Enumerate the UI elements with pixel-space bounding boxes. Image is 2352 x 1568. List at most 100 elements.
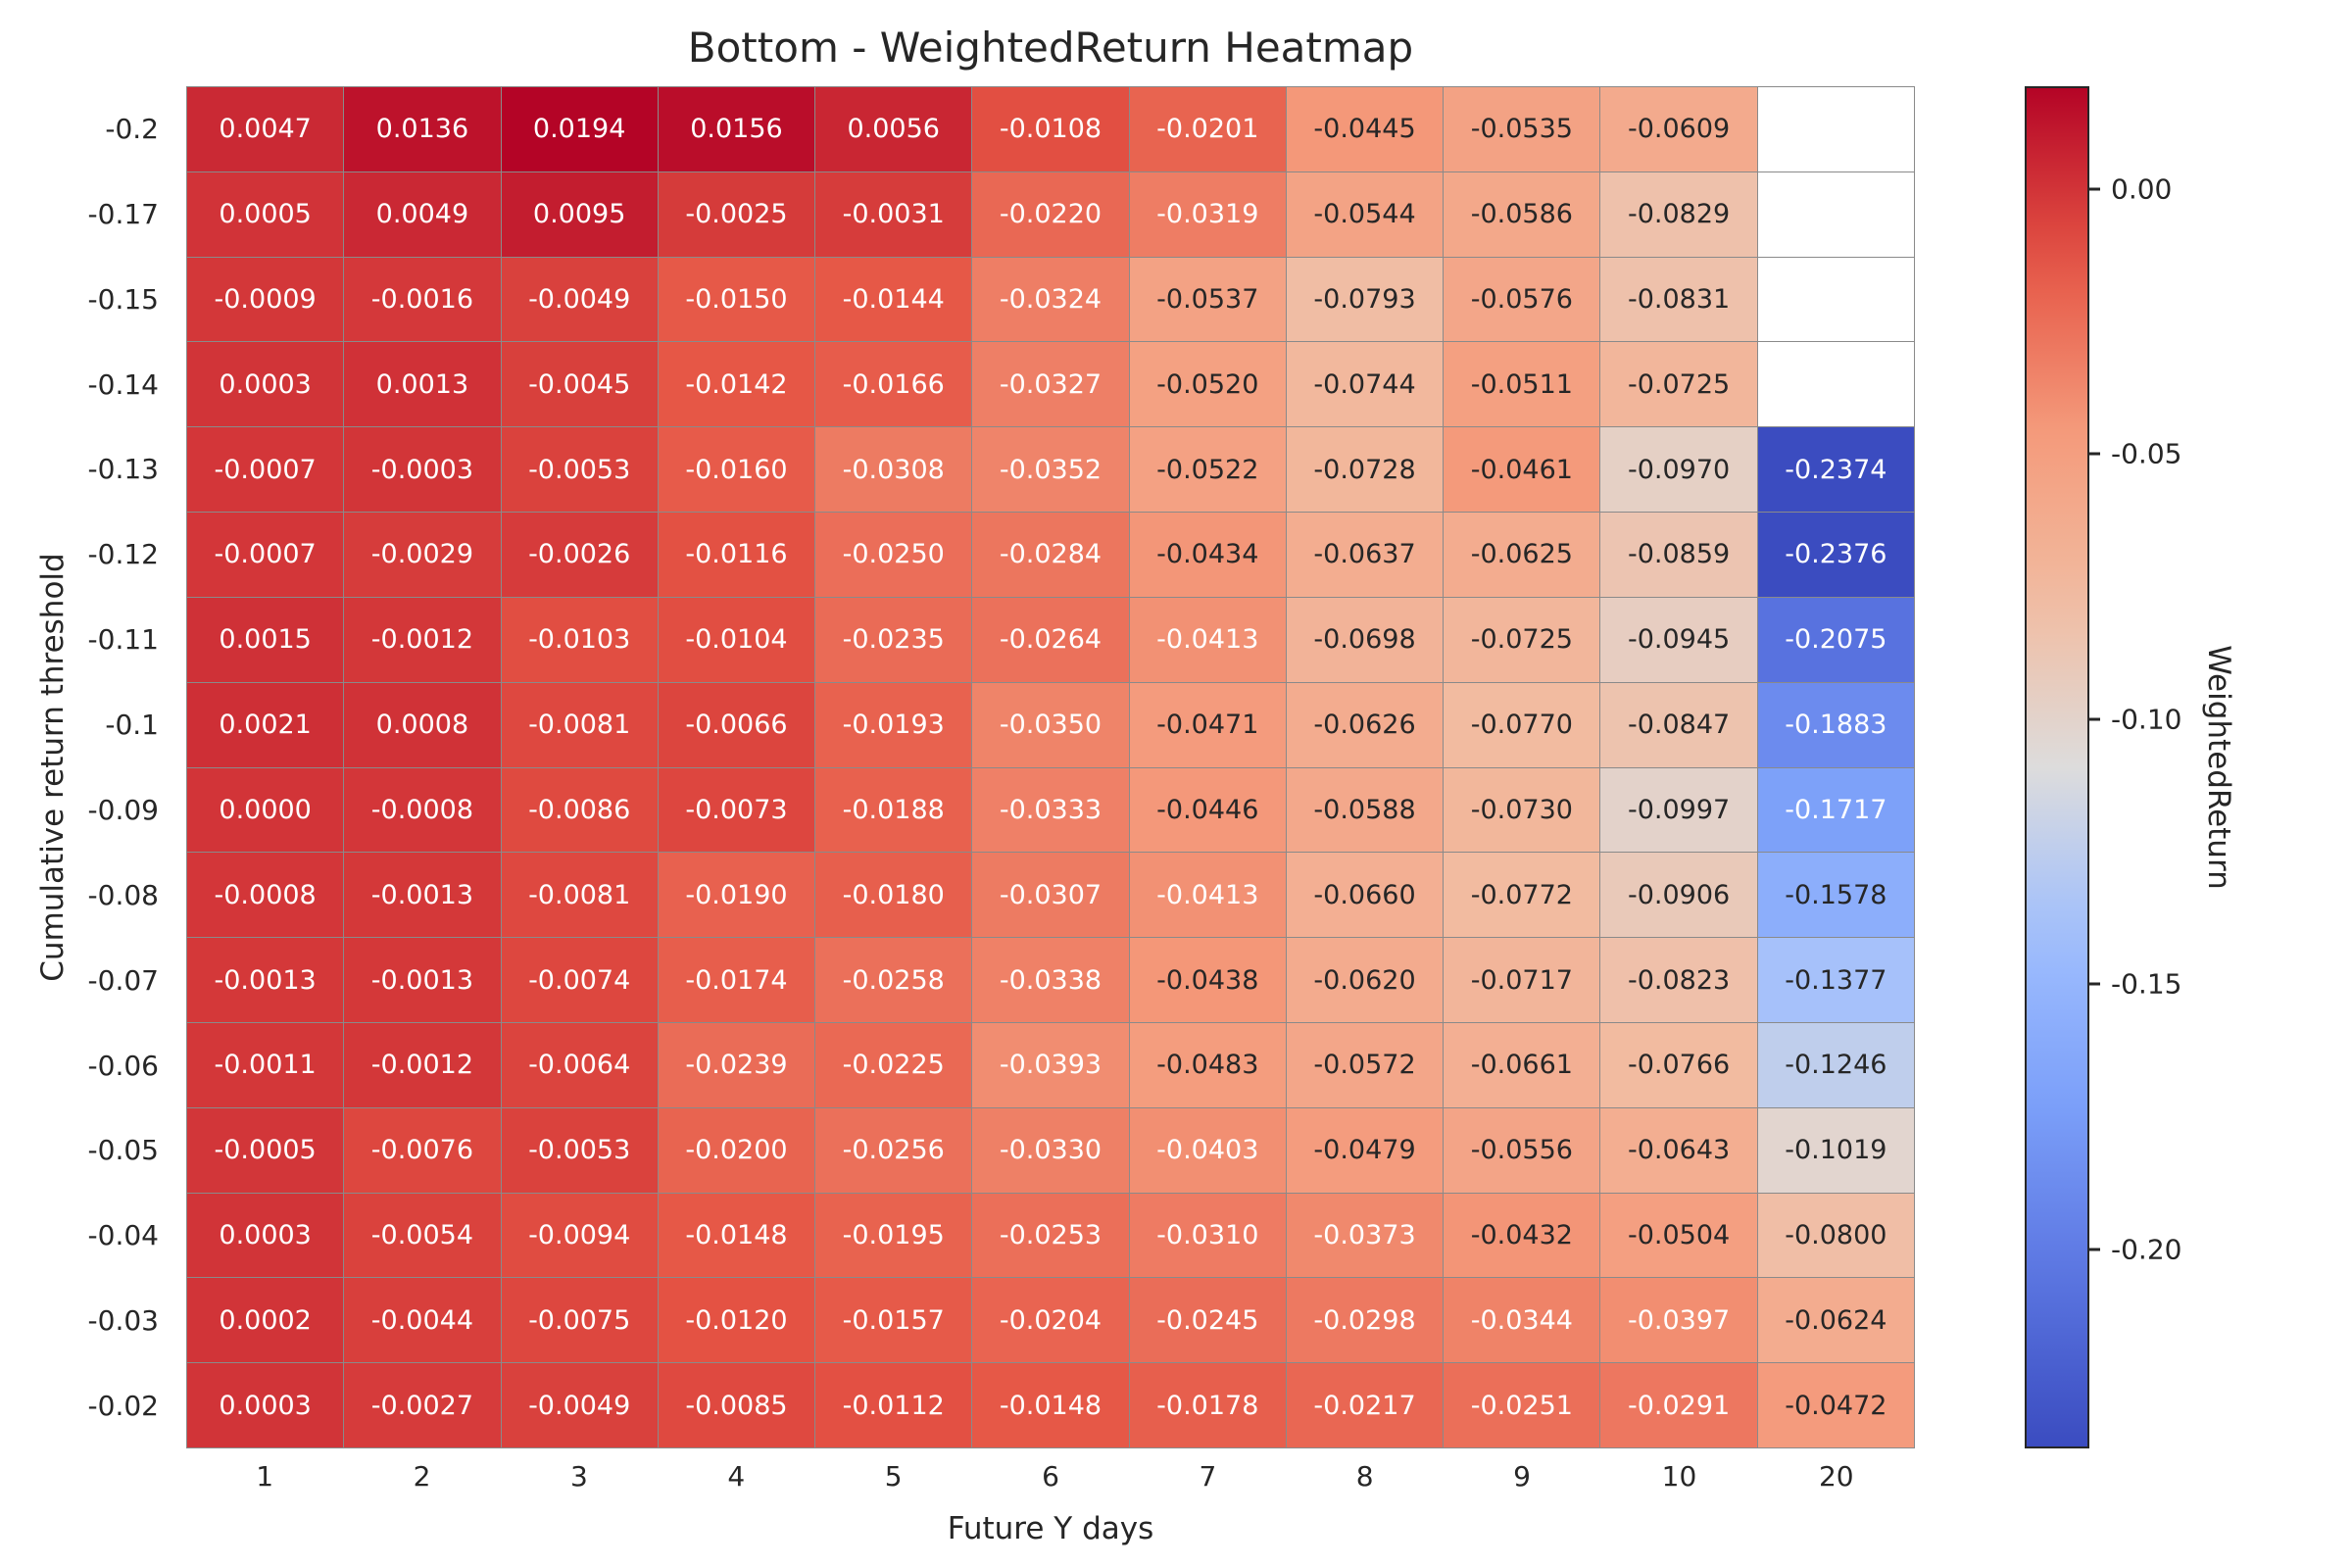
heatmap-cell: -0.0445 — [1286, 87, 1444, 172]
heatmap-cell: -0.0120 — [658, 1278, 815, 1363]
heatmap-cell: 0.0095 — [501, 172, 658, 257]
y-tick-label: -0.2 — [105, 112, 159, 145]
heatmap-cell: -0.0264 — [972, 597, 1129, 682]
colorbar-tick-label: -0.05 — [2111, 437, 2182, 470]
y-tick-labels: -0.2 -0.17 -0.15 -0.14 -0.13 -0.12 -0.11 -0.1 -0… — [0, 86, 172, 1448]
heatmap-cell: -0.0225 — [815, 1022, 972, 1107]
heatmap-cell: -0.0054 — [344, 1193, 501, 1278]
heatmap-cell: -0.0479 — [1286, 1107, 1444, 1193]
heatmap-cell: -0.0008 — [187, 853, 344, 938]
x-tick-label: 20 — [1818, 1460, 1854, 1493]
heatmap-cell: -0.0103 — [501, 597, 658, 682]
heatmap-cell: -0.0284 — [972, 513, 1129, 597]
heatmap-cell: -0.0245 — [1129, 1278, 1286, 1363]
y-tick-label: -0.11 — [87, 623, 159, 657]
heatmap-cell: -0.0970 — [1600, 427, 1757, 513]
x-tick-label: 10 — [1661, 1460, 1697, 1493]
heatmap-cell: -0.0522 — [1129, 427, 1286, 513]
y-tick-label: -0.07 — [87, 963, 159, 997]
heatmap-cell: -0.0053 — [501, 427, 658, 513]
heatmap-cell: -0.0235 — [815, 597, 972, 682]
heatmap-cell: -0.0201 — [1129, 87, 1286, 172]
y-tick-label: -0.17 — [87, 197, 159, 230]
heatmap-cell: -0.0472 — [1757, 1363, 1914, 1447]
heatmap-cell: -0.0008 — [344, 767, 501, 853]
heatmap-cell: -0.0717 — [1444, 938, 1600, 1022]
heatmap-cell: -0.0625 — [1444, 513, 1600, 597]
heatmap-cell — [1757, 342, 1914, 427]
x-tick-label: 1 — [256, 1460, 274, 1493]
heatmap-cell: 0.0156 — [658, 87, 815, 172]
heatmap-cell: -0.0049 — [501, 257, 658, 342]
heatmap-cell — [1757, 87, 1914, 172]
heatmap-cell: -0.0620 — [1286, 938, 1444, 1022]
heatmap-cell: -0.1377 — [1757, 938, 1914, 1022]
heatmap-cell: -0.0333 — [972, 767, 1129, 853]
heatmap-cell: -0.0256 — [815, 1107, 972, 1193]
heatmap-cell: -0.0076 — [344, 1107, 501, 1193]
colorbar-gradient — [2025, 86, 2089, 1448]
heatmap-cell: -0.0744 — [1286, 342, 1444, 427]
heatmap-cell: -0.0572 — [1286, 1022, 1444, 1107]
heatmap-cell: -0.0108 — [972, 87, 1129, 172]
heatmap-cell: -0.0660 — [1286, 853, 1444, 938]
heatmap-cell: -0.0253 — [972, 1193, 1129, 1278]
heatmap-cell: -0.0624 — [1757, 1278, 1914, 1363]
heatmap-cell: -0.0483 — [1129, 1022, 1286, 1107]
heatmap-cell: 0.0008 — [344, 682, 501, 767]
x-tick-label: 7 — [1199, 1460, 1217, 1493]
x-tick-label: 6 — [1042, 1460, 1059, 1493]
y-axis-label: Cumulative return threshold — [35, 553, 71, 982]
heatmap-cell: 0.0002 — [187, 1278, 344, 1363]
heatmap-cell: -0.0148 — [658, 1193, 815, 1278]
y-tick-label: -0.06 — [87, 1049, 159, 1082]
x-tick-label: 5 — [884, 1460, 903, 1493]
heatmap-cell: -0.0166 — [815, 342, 972, 427]
heatmap-cell: -0.0204 — [972, 1278, 1129, 1363]
heatmap-cell: -0.0144 — [815, 257, 972, 342]
heatmap-cell: -0.0013 — [344, 938, 501, 1022]
heatmap-cell: -0.0013 — [344, 853, 501, 938]
heatmap-cell: -0.0535 — [1444, 87, 1600, 172]
heatmap-cell: -0.0193 — [815, 682, 972, 767]
y-tick-label: -0.04 — [87, 1219, 159, 1252]
heatmap-cell: -0.0174 — [658, 938, 815, 1022]
heatmap-cell: -0.0945 — [1600, 597, 1757, 682]
y-tick-label: -0.02 — [87, 1390, 159, 1423]
x-tick-label: 9 — [1513, 1460, 1531, 1493]
heatmap-cell: -0.0007 — [187, 513, 344, 597]
heatmap-cell: -0.0537 — [1129, 257, 1286, 342]
heatmap-cell: -0.0556 — [1444, 1107, 1600, 1193]
y-tick-label: -0.03 — [87, 1304, 159, 1338]
heatmap-cell: -0.0053 — [501, 1107, 658, 1193]
colorbar-tick-label: -0.15 — [2111, 967, 2182, 1001]
heatmap-cell: -0.0148 — [972, 1363, 1129, 1447]
heatmap-cell: -0.0859 — [1600, 513, 1757, 597]
heatmap-cell: -0.0520 — [1129, 342, 1286, 427]
heatmap-cell: -0.0104 — [658, 597, 815, 682]
heatmap-cell: -0.0330 — [972, 1107, 1129, 1193]
heatmap-cell: -0.0310 — [1129, 1193, 1286, 1278]
heatmap-cell: -0.0308 — [815, 427, 972, 513]
heatmap-cell: -0.0626 — [1286, 682, 1444, 767]
heatmap-cell: 0.0013 — [344, 342, 501, 427]
chart-title: Bottom - WeightedReturn Heatmap — [687, 24, 1414, 72]
heatmap-cell: -0.0013 — [187, 938, 344, 1022]
heatmap-cell: -0.0438 — [1129, 938, 1286, 1022]
x-tick-label: 8 — [1355, 1460, 1374, 1493]
heatmap-cell: -0.0643 — [1600, 1107, 1757, 1193]
x-tick-label: 3 — [569, 1460, 588, 1493]
heatmap-cell: -0.1246 — [1757, 1022, 1914, 1107]
y-tick-label: -0.12 — [87, 538, 159, 571]
y-tick-label: -0.05 — [87, 1134, 159, 1167]
heatmap-cell: 0.0056 — [815, 87, 972, 172]
heatmap-cell: -0.0800 — [1757, 1193, 1914, 1278]
heatmap-cell: -0.0074 — [501, 938, 658, 1022]
heatmap-cell: -0.0005 — [187, 1107, 344, 1193]
heatmap-cell: -0.2374 — [1757, 427, 1914, 513]
heatmap-cell: -0.0373 — [1286, 1193, 1444, 1278]
heatmap-cell: -0.0044 — [344, 1278, 501, 1363]
colorbar-label: WeightedReturn — [2201, 645, 2236, 890]
heatmap-cell: -0.0661 — [1444, 1022, 1600, 1107]
heatmap-cell: 0.0003 — [187, 1363, 344, 1447]
